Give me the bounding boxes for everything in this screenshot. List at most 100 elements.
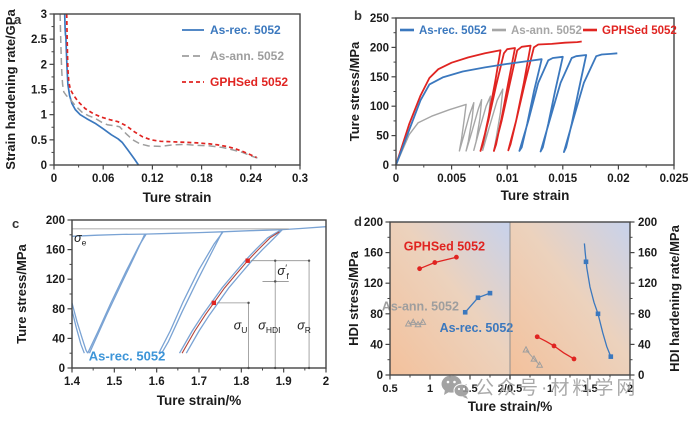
x-tick-label: 0.5 <box>382 383 397 395</box>
panel-c-chart: σe σ′f σU σHDI σR As-rec. 5052 1.4 1.5 1.6 1.7 1.8… <box>14 215 329 408</box>
sigma-annotation: σe <box>74 231 87 248</box>
series-line-as-ann-5052 <box>525 349 540 366</box>
x-tick-label: 0 <box>393 173 399 185</box>
x-tick-label: 0.24 <box>240 173 263 185</box>
x-tick-label: 2 <box>627 383 633 395</box>
data-point-triangle <box>409 318 417 325</box>
highlight-point <box>211 300 217 306</box>
x-tick-label: 0.005 <box>437 173 466 185</box>
dimension-end-dot <box>247 301 250 305</box>
series-line-gphsed-5052 <box>65 13 257 159</box>
divider-tick-label: 2/0.5 <box>498 383 522 395</box>
series-line-gphsed-5052 <box>395 40 582 166</box>
inline-series-label: As-rec. 5052 <box>440 321 514 335</box>
series-line-as-rec-5052-envelope <box>185 229 283 354</box>
x-tick-label: 1.5 <box>462 383 477 395</box>
x-tick-label: 1 <box>547 383 553 395</box>
legend-label: As-ann. 5052 <box>210 49 284 63</box>
series-line-as-rec-5052 <box>63 13 140 166</box>
inline-series-label: As-ann. 5052 <box>382 300 459 314</box>
data-point-square <box>595 311 601 317</box>
series-line-as-rec-5052-envelope <box>161 231 223 354</box>
y-tick-label: 2 <box>41 59 47 71</box>
data-point-square <box>487 290 493 296</box>
panel-b-chart: 0 0.005 0.01 0.015 0.02 0.025 0 50 100 150 200 250 T… <box>347 13 689 203</box>
y-axis-title: HDI stress/MPa <box>346 250 361 345</box>
x-tick-label: 0.01 <box>496 173 519 185</box>
legend-label: GPHSed 5052 <box>210 75 288 89</box>
y-tick-label-right: 120 <box>638 278 657 290</box>
data-point-circle <box>454 254 459 260</box>
legend-label: As-ann. 5052 <box>511 25 582 37</box>
data-point-triangle <box>530 354 538 362</box>
y-tick-label: 200 <box>46 215 65 227</box>
y-tick-label: 120 <box>46 274 65 286</box>
x-axis-title: Ture strain <box>501 188 570 203</box>
y-axis-title: Ture stress/MPa <box>347 41 362 141</box>
data-point-triangle <box>419 318 427 325</box>
y-tick-label-right: 200 <box>638 217 657 229</box>
x-tick-label: 0.12 <box>141 173 163 185</box>
series-line-as-rec-5052-envelope <box>158 231 224 354</box>
data-point-triangle <box>522 345 530 353</box>
x-tick-label: 0 <box>51 173 57 185</box>
y-axis-title-right: HDI hardening rate/MPa <box>667 224 682 371</box>
dimension-end-dot <box>274 280 277 283</box>
legend-label: As-rec. 5052 <box>419 25 487 37</box>
x-tick-label: 0.3 <box>292 173 308 185</box>
y-tick-label: 0 <box>377 370 383 382</box>
x-tick-label: 0.06 <box>92 173 114 185</box>
panel-d: d GPHSed 5052 As-ann. 5052 As-rec. 5052 0.5… <box>346 208 691 422</box>
inline-series-label: GPHSed 5052 <box>404 239 485 253</box>
sigma-annotation: σU <box>234 319 248 336</box>
series-line-as-rec-5052-envelope <box>71 226 327 237</box>
dimension-end-dot <box>307 259 311 262</box>
data-point-triangle <box>414 320 422 328</box>
y-tick-label: 0 <box>383 160 389 172</box>
y-tick-label: 160 <box>364 248 383 260</box>
sigma-annotation: σ′f <box>277 263 289 281</box>
series-line-as-rec-5052-envelope <box>71 302 89 354</box>
x-tick-label: 0.18 <box>190 173 213 185</box>
x-tick-label: 1.4 <box>64 376 81 388</box>
y-tick-label-right: 160 <box>638 248 657 260</box>
panel-b: b 0 0.005 0.01 0.015 0.02 0.025 0 50 100 150 200 25… <box>346 2 691 207</box>
series-line-as-rec-5052-envelope <box>88 233 146 354</box>
data-point-circle <box>551 343 557 349</box>
x-tick-label: 0.025 <box>660 173 689 185</box>
y-axis-title: Ture stress/MPa <box>14 243 29 343</box>
data-point-square <box>608 354 614 359</box>
x-tick-label: 1.5 <box>582 383 597 395</box>
y-tick-label: 80 <box>52 304 65 316</box>
highlight-point <box>245 258 250 263</box>
plot-frame <box>71 219 327 369</box>
x-tick-label: 1.8 <box>233 376 250 388</box>
y-tick-label: 0 <box>59 363 65 375</box>
series-line-as-rec-5052 <box>395 52 618 166</box>
y-tick-label: 40 <box>370 339 383 351</box>
y-tick-label: 40 <box>52 333 65 345</box>
x-tick-label: 1.5 <box>106 376 123 388</box>
x-tick-label: 2 <box>323 376 329 388</box>
y-tick-label: 1 <box>41 110 48 122</box>
sigma-annotation: σR <box>297 319 311 336</box>
series-line-as-rec-5052-envelope <box>71 310 85 354</box>
series-line-as-ann-5052 <box>59 13 258 159</box>
y-tick-label: 200 <box>370 42 389 54</box>
panel-c-label: c <box>12 216 20 231</box>
series-line-unload-overlay <box>181 231 280 354</box>
y-tick-label-right: 80 <box>638 309 651 321</box>
panel-d-chart: GPHSed 5052 As-ann. 5052 As-rec. 5052 0.5 1 1… <box>346 217 682 414</box>
y-tick-label: 150 <box>370 72 389 84</box>
panel-d-label: d <box>354 214 362 229</box>
data-point-circle <box>571 356 577 362</box>
plot-frame <box>395 17 675 166</box>
x-axis-title: Ture strain/% <box>157 393 242 408</box>
data-point-square <box>462 309 468 315</box>
sigma-annotation: σHDI <box>258 319 280 336</box>
y-tick-label: 250 <box>370 13 389 25</box>
y-tick-label: 100 <box>370 101 389 113</box>
y-tick-label: 80 <box>370 309 383 321</box>
panel-a-chart: 0 0.06 0.12 0.18 0.24 0.3 0 0.5 1 1.5 2 2.5 3 Ture st… <box>3 9 308 205</box>
